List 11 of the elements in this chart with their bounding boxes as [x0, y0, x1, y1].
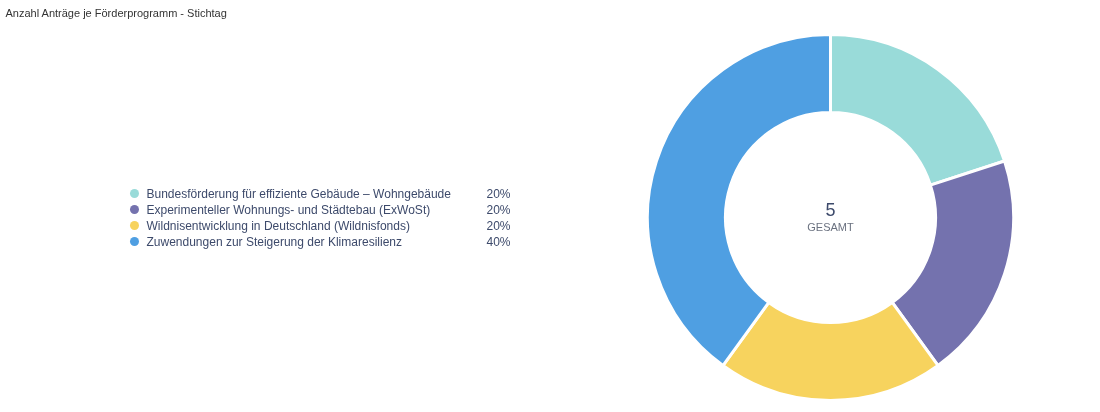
- text: 5: [825, 200, 836, 220]
- legend-label: Wildnisentwicklung in Deutschland (Wildnisfonds): [146, 218, 410, 233]
- data-label: 20%: [486, 186, 511, 201]
- text: GESAMT: [807, 220, 855, 233]
- data-label: 20%: [486, 202, 511, 217]
- legend-label: Bundesförderung für effiziente Gebäude – Wohngebäude: [146, 186, 452, 201]
- data-label: 20%: [486, 218, 511, 233]
- legend-label: Experimenteller Wohnungs- und Städtebau (ExWoSt): [146, 202, 431, 217]
- chart-title: Anzahl Anträge je Förderprogramm - Stichtag: [5, 6, 227, 19]
- legend-label: Zuwendungen zur Steigerung der Klimaresilienz: [146, 234, 402, 249]
- data-label: 40%: [486, 234, 511, 249]
